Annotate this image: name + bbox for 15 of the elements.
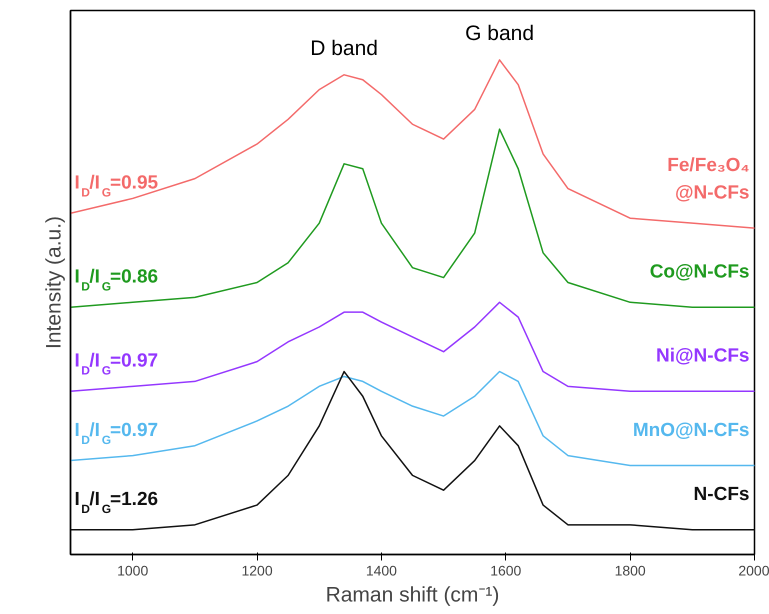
y-axis-title: Intensity (a.u.)	[42, 216, 66, 350]
series-label: Co@N-CFs	[650, 262, 750, 282]
series-label: N-CFs	[694, 484, 750, 506]
x-tick-label: 1400	[366, 562, 398, 578]
x-axis-title: Raman shift (cm⁻¹)	[326, 584, 500, 606]
x-tick-label: 1200	[241, 562, 273, 578]
x-tick-label: 1800	[614, 562, 646, 578]
series-label: Ni@N-CFs	[656, 346, 750, 367]
series-label: Fe/Fe₃O₄@N-CFs	[667, 155, 750, 204]
series-label: MnO@N-CFs	[632, 420, 750, 441]
x-tick-label: 1000	[117, 562, 148, 578]
x-tick-label: 1600	[490, 562, 522, 578]
annotation: D band	[310, 36, 378, 60]
text: G band	[465, 22, 534, 46]
x-tick-label: 2000	[738, 562, 769, 578]
